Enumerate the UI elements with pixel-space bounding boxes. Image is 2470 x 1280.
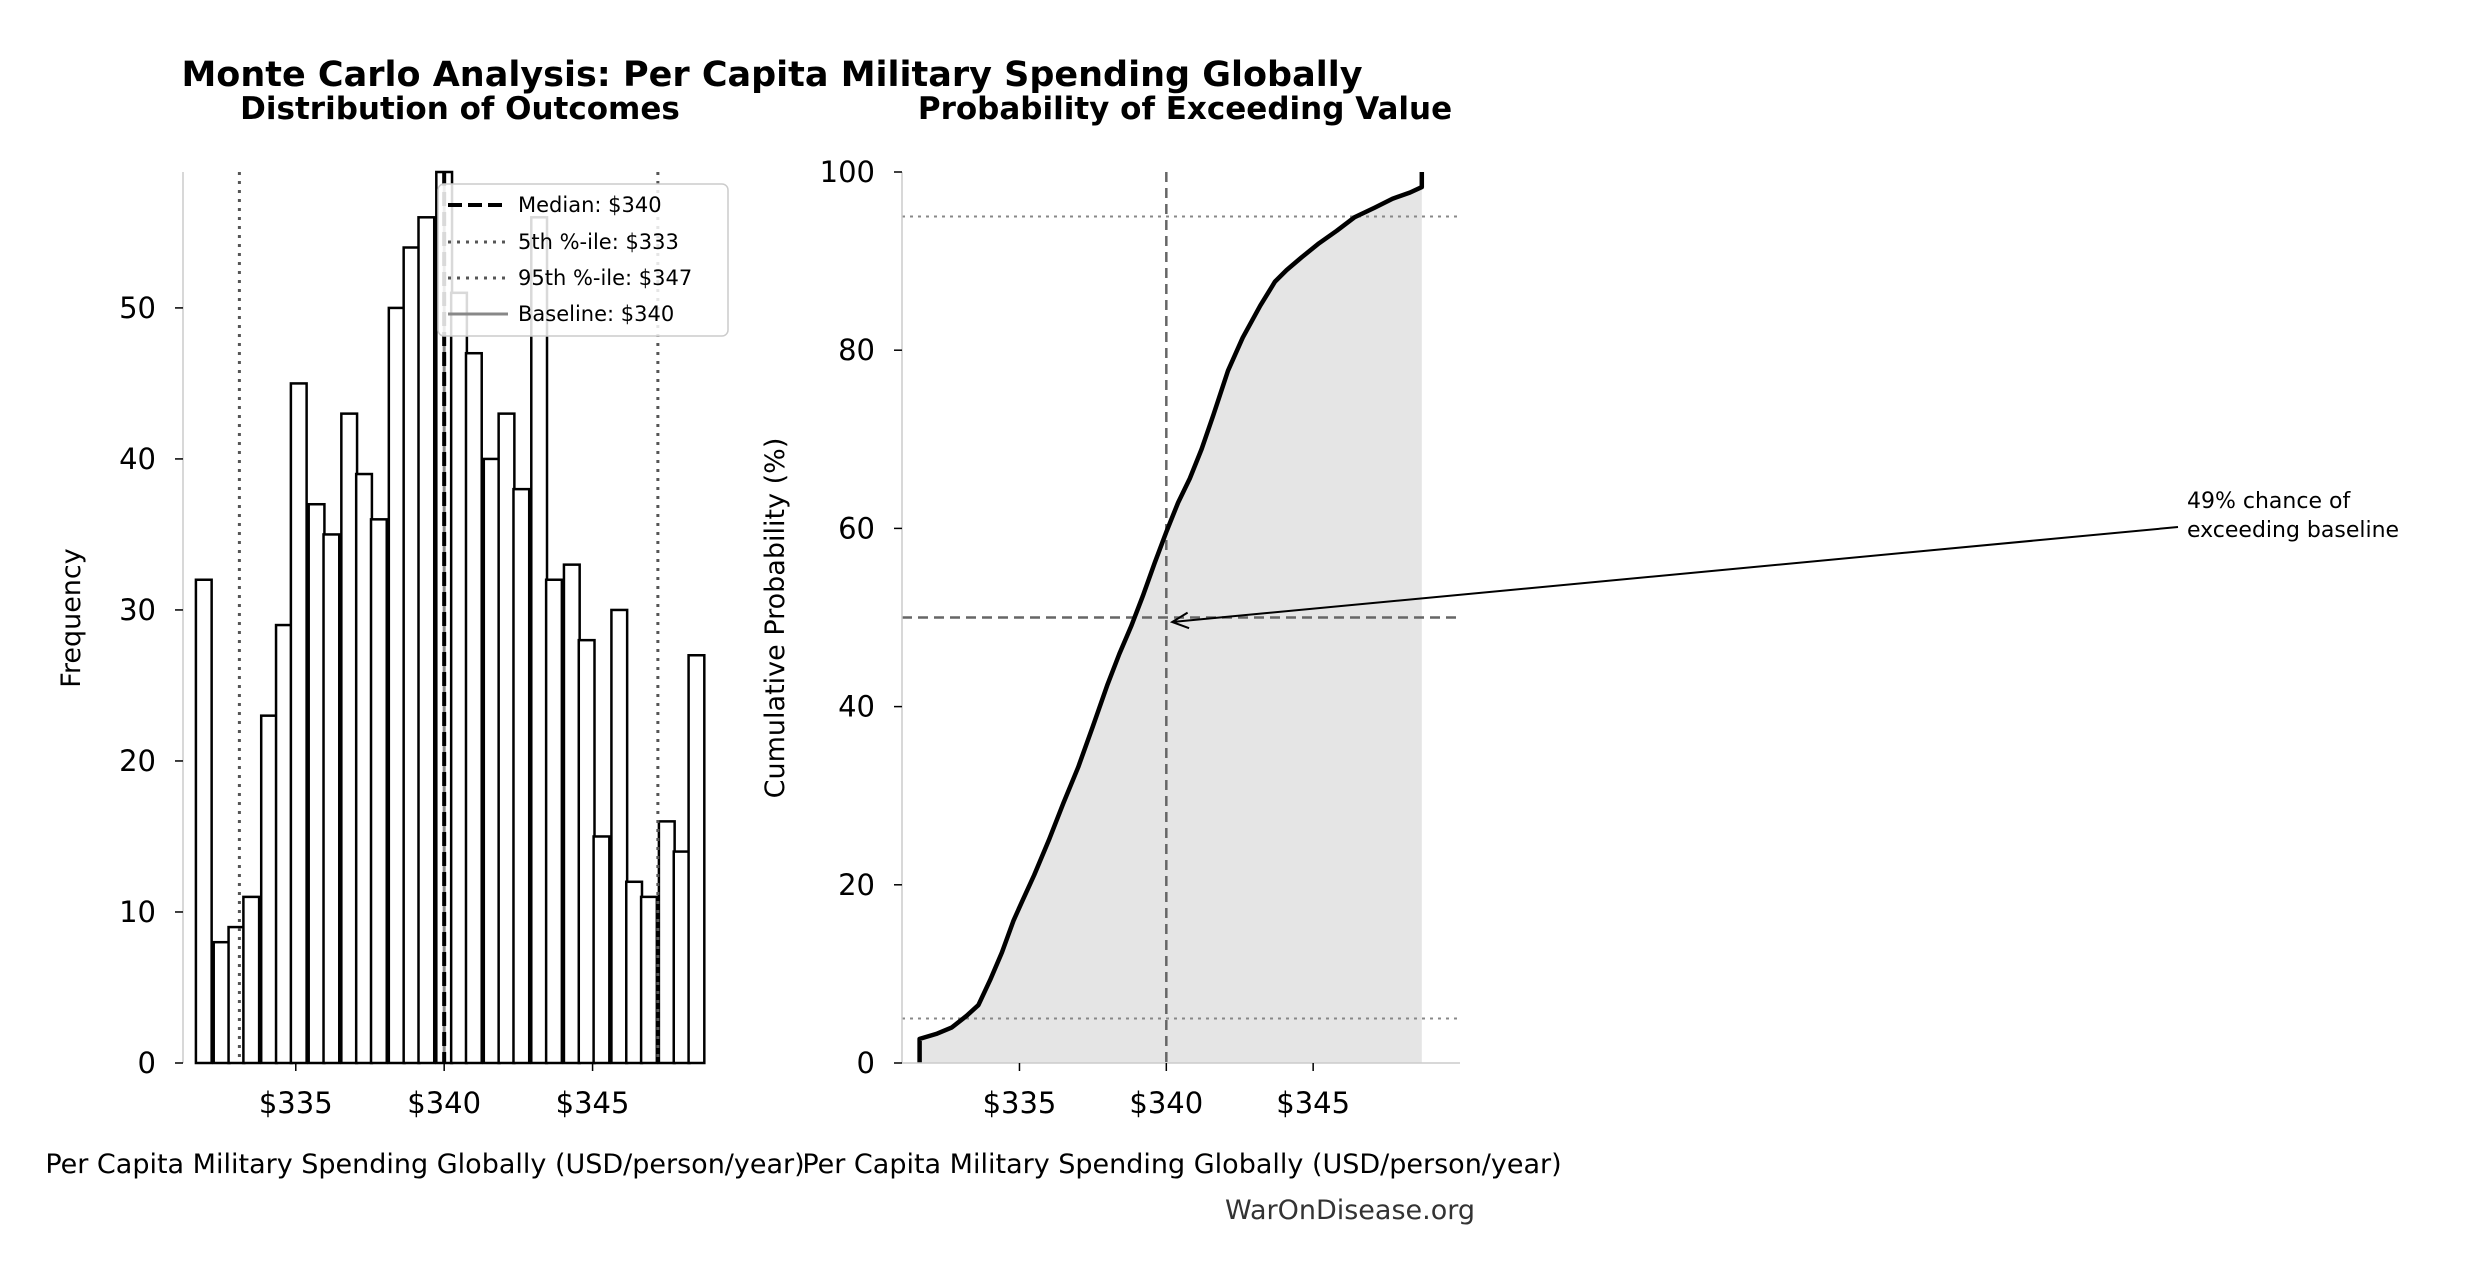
legend-p5-label: 5th %-ile: $333 (518, 230, 679, 254)
histogram-legend: Median: $340 5th %-ile: $333 95th %-ile:… (437, 183, 729, 337)
exceedance-y-tick-label: 0 (857, 1046, 875, 1080)
exceedance-title: Probability of Exceeding Value (918, 91, 1452, 127)
exceedance-y-tick-label: 40 (838, 690, 875, 724)
histogram-bar (354, 472, 374, 1065)
histogram-bar (672, 850, 691, 1065)
histogram-bar (194, 578, 213, 1065)
histogram-bar (464, 351, 483, 1065)
histogram-bar (449, 291, 469, 1065)
exceedance-x-tick-label: $335 (983, 1086, 1057, 1120)
histogram-bar (289, 382, 308, 1065)
histogram-bar (402, 246, 421, 1065)
histogram-bar (687, 654, 706, 1065)
exceedance-x-tick-label: $345 (1276, 1086, 1350, 1120)
exceedance-y-tick-label: 100 (820, 155, 875, 189)
exceedance-panel: Probability of Exceeding Value 0 20 40 60 80… (760, 91, 2399, 1180)
annotation-arrow (1172, 526, 2179, 623)
histogram-bar (562, 563, 581, 1065)
histogram-bar (322, 533, 341, 1065)
figure-suptitle: Monte Carlo Analysis: Per Capita Militar… (181, 55, 1362, 95)
histogram-y-ticks: 0 10 20 30 40 50 (119, 291, 183, 1080)
histogram-bar (657, 820, 676, 1065)
histogram-bar (417, 216, 436, 1065)
histogram-bar (639, 895, 659, 1065)
exceedance-curve (917, 172, 1425, 1063)
histogram-panel: Distribution of Outcomes 0 10 20 30 40 50 $33… (45, 91, 804, 1180)
histogram-bar (227, 925, 246, 1065)
legend-frame (437, 183, 729, 337)
histogram-y-label: Frequency (56, 548, 87, 688)
histogram-bar (482, 457, 501, 1065)
exceedance-shaded-area (919, 172, 1422, 1063)
baseline-annotation: 49% chance of exceeding baseline (1169, 489, 2399, 630)
exceedance-x-label: Per Capita Military Spending Globally (U… (802, 1149, 1561, 1180)
histogram-bar (592, 835, 611, 1065)
histogram-bar (497, 412, 516, 1065)
histogram-bar (212, 940, 231, 1065)
exceedance-y-tick-label: 20 (838, 868, 875, 902)
histogram-bar (512, 487, 531, 1065)
exceedance-y-ticks: 0 20 40 60 80 100 (820, 155, 902, 1080)
legend-baseline-label: Baseline: $340 (518, 302, 674, 326)
histogram-y-tick-label: 50 (119, 291, 156, 325)
histogram-bar (340, 412, 359, 1065)
exceedance-y-label: Cumulative Probability (%) (760, 438, 791, 799)
annotation-line-2: exceeding baseline (2187, 518, 2399, 543)
watermark: WarOnDisease.org (1225, 1195, 1475, 1226)
histogram-y-tick-label: 0 (138, 1046, 156, 1080)
annotation-line-1: 49% chance of (2187, 489, 2351, 514)
histogram-bar (610, 608, 629, 1065)
histogram-bar (577, 638, 596, 1065)
histogram-bars (194, 170, 706, 1065)
histogram-bar (625, 880, 644, 1065)
histogram-bar (387, 306, 406, 1065)
histogram-x-tick-label: $335 (259, 1086, 333, 1120)
histogram-bar (242, 895, 261, 1065)
histogram-bar (307, 502, 326, 1065)
histogram-y-tick-label: 40 (119, 442, 156, 476)
histogram-x-label: Per Capita Military Spending Globally (U… (45, 1149, 804, 1180)
histogram-y-tick-label: 30 (119, 593, 156, 627)
histogram-x-tick-label: $340 (407, 1086, 481, 1120)
histogram-title: Distribution of Outcomes (240, 91, 680, 127)
histogram-bar (274, 623, 294, 1065)
legend-p95-label: 95th %-ile: $347 (518, 266, 692, 290)
histogram-bar (544, 578, 564, 1065)
histogram-x-tick-label: $345 (556, 1086, 630, 1120)
exceedance-x-tick-label: $340 (1129, 1086, 1203, 1120)
exceedance-y-tick-label: 80 (838, 333, 875, 367)
histogram-y-tick-label: 10 (119, 895, 156, 929)
exceedance-x-ticks: $335 $340 $345 (983, 1063, 1350, 1120)
histogram-x-ticks: $335 $340 $345 (259, 1063, 630, 1120)
annotation-arrowhead (1169, 611, 1190, 630)
histogram-bar (259, 714, 279, 1065)
exceedance-y-tick-label: 60 (838, 511, 875, 545)
histogram-bar (369, 518, 388, 1065)
legend-median-label: Median: $340 (518, 193, 662, 217)
histogram-bar (530, 216, 549, 1065)
histogram-y-tick-label: 20 (119, 744, 156, 778)
